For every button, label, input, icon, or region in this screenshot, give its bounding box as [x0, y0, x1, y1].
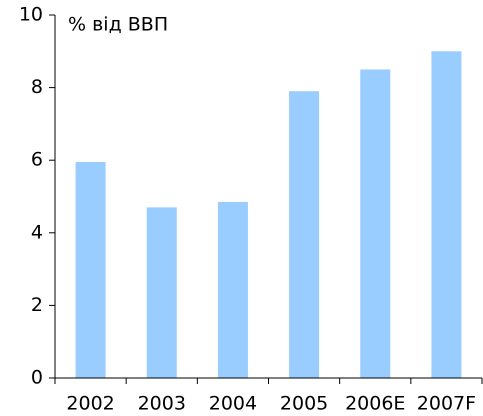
- y-tick-label: 6: [31, 149, 43, 171]
- bar: [289, 91, 320, 378]
- bar: [360, 69, 391, 378]
- x-tick-label: 2003: [138, 393, 186, 415]
- x-tick-label: 2002: [66, 393, 114, 415]
- bar: [75, 162, 106, 378]
- bar: [146, 207, 177, 378]
- bar: [431, 51, 462, 379]
- y-tick-label: 0: [31, 367, 43, 389]
- x-tick-label: 2004: [209, 393, 257, 415]
- y-tick-label: 2: [31, 294, 43, 316]
- bar: [217, 201, 248, 378]
- axis-label: % від ВВП: [68, 14, 168, 36]
- y-tick-label: 10: [19, 4, 43, 26]
- y-tick-label: 8: [31, 76, 43, 98]
- y-tick-label: 4: [31, 221, 43, 243]
- x-tick-label: 2006E: [345, 393, 405, 415]
- x-tick-label: 2007F: [417, 393, 476, 415]
- x-tick-label: 2005: [280, 393, 328, 415]
